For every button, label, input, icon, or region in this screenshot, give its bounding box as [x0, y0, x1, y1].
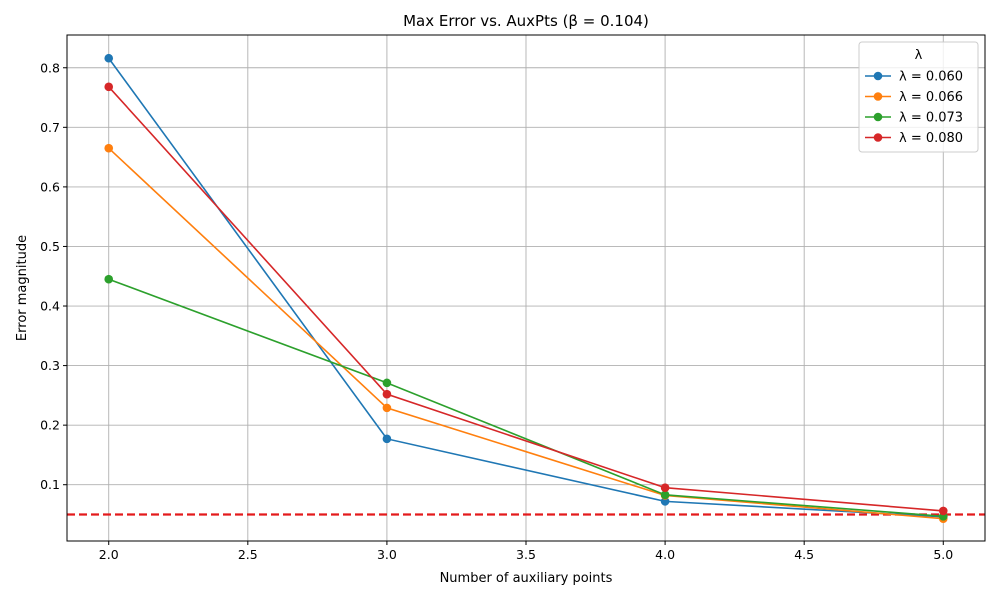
- x-tick-label: 4.0: [655, 547, 675, 562]
- x-tick-label: 3.5: [516, 547, 536, 562]
- data-point: [660, 497, 670, 506]
- x-tick-label: 2.0: [99, 547, 119, 562]
- series-line: [108, 86, 944, 512]
- legend: λ λ = 0.060 λ = 0.066 λ = 0.073 λ = 0.080: [858, 41, 979, 153]
- data-point: [660, 490, 670, 500]
- y-tick-label: 0.6: [40, 179, 60, 194]
- y-tick-label: 0.1: [40, 477, 60, 492]
- data-point: [104, 82, 114, 92]
- data-point: [660, 483, 670, 492]
- series-line: [108, 278, 944, 518]
- y-axis-label: Error magnitude: [15, 235, 30, 341]
- legend-item: λ = 0.060: [865, 70, 963, 85]
- x-axis-label: Number of auxiliary points: [440, 571, 613, 586]
- y-tick-label: 0.2: [40, 418, 60, 433]
- data-point: [382, 389, 392, 399]
- data-point: [938, 506, 948, 516]
- chart-title: Max Error vs. AuxPts (β = 0.104): [403, 12, 649, 30]
- x-tick-label: 4.5: [794, 547, 814, 562]
- x-tick-label: 5.0: [933, 547, 953, 562]
- y-tick-label: 0.4: [40, 299, 60, 314]
- y-tick-label: 0.7: [40, 120, 60, 135]
- data-point: [104, 53, 114, 63]
- legend-item: λ = 0.073: [865, 111, 963, 126]
- legend-item: λ = 0.066: [865, 90, 963, 105]
- data-point: [104, 143, 114, 153]
- series-group: [104, 53, 948, 523]
- data-point: [382, 378, 392, 388]
- legend-label: λ = 0.073: [899, 111, 963, 126]
- legend-item: λ = 0.080: [865, 131, 963, 146]
- series-line: [108, 57, 944, 518]
- grid-lines: [67, 35, 985, 541]
- legend-title: λ: [915, 48, 923, 63]
- legend-swatch-marker: [873, 133, 883, 142]
- legend-swatch-marker: [873, 112, 883, 122]
- data-point: [104, 274, 114, 284]
- series-line: [108, 147, 944, 520]
- y-tick-label: 0.5: [40, 239, 60, 254]
- y-tick-label: 0.8: [40, 60, 60, 75]
- legend-label: λ = 0.080: [899, 131, 963, 146]
- series-3: [104, 82, 948, 516]
- legend-swatch-marker: [873, 71, 883, 81]
- y-tick-label: 0.3: [40, 358, 60, 373]
- legend-label: λ = 0.066: [899, 90, 963, 105]
- legend-box: [858, 41, 979, 153]
- x-tick-label: 3.0: [377, 547, 397, 562]
- data-point: [382, 434, 392, 444]
- legend-swatch-marker: [873, 92, 883, 101]
- x-tick-label: 2.5: [238, 547, 258, 562]
- series-2: [104, 274, 948, 521]
- data-point: [382, 403, 392, 413]
- legend-label: λ = 0.060: [899, 70, 963, 85]
- axis-ticks: 2.0 2.5 3.0 3.5 4.0 4.5 5.0 0.1 0.2 0.3 0.4 0.5 0.6 0…: [40, 60, 953, 562]
